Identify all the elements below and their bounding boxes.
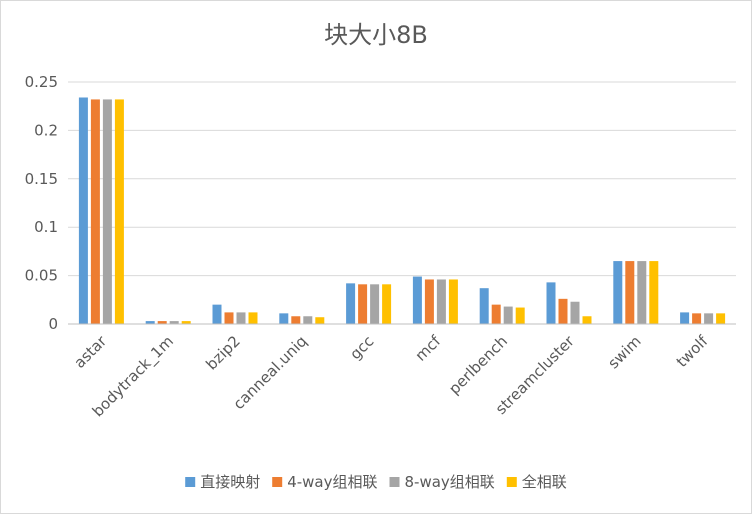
legend-swatch — [272, 477, 283, 487]
legend-swatch — [389, 477, 400, 487]
x-tick-label: mcf — [412, 332, 445, 365]
bar — [303, 316, 313, 324]
bars — [78, 97, 726, 324]
legend-swatch — [506, 477, 517, 487]
x-tick-label: swim — [604, 332, 644, 372]
bar — [78, 97, 88, 324]
x-tick-label: astar — [70, 332, 110, 372]
legend-label: 8-way组相联 — [405, 473, 495, 491]
x-tick-label: twolf — [673, 332, 712, 371]
bar — [370, 284, 380, 324]
bar — [570, 301, 580, 324]
bar — [637, 261, 647, 324]
legend-label: 4-way组相联 — [287, 473, 377, 491]
bar — [558, 298, 568, 324]
bar — [212, 304, 222, 324]
legend-swatch — [185, 477, 196, 487]
bar — [503, 306, 513, 324]
bar — [704, 313, 714, 324]
y-tick-label: 0.25 — [25, 73, 58, 91]
bar — [291, 316, 301, 324]
legend-label: 直接映射 — [200, 473, 260, 491]
x-tick-label: perlbench — [445, 332, 511, 398]
bar — [436, 279, 446, 324]
bar — [114, 99, 124, 324]
bar — [448, 279, 458, 324]
y-tick-label: 0.1 — [34, 218, 58, 236]
x-tick-label: bzip2 — [202, 332, 243, 373]
bar — [157, 321, 167, 324]
bar — [479, 288, 489, 324]
bar — [424, 279, 434, 324]
bar — [680, 312, 690, 324]
bar — [625, 261, 635, 324]
x-tick-label: gcc — [346, 332, 377, 363]
bar — [582, 316, 592, 324]
bar — [224, 312, 234, 324]
bar — [145, 321, 155, 324]
bar — [181, 321, 191, 324]
y-tick-label: 0.05 — [25, 267, 58, 285]
bar — [515, 307, 525, 324]
y-tick-label: 0.2 — [34, 121, 58, 139]
legend: 直接映射 4-way组相联 8-way组相联 全相联 — [185, 473, 567, 491]
bar — [236, 312, 246, 324]
bar — [169, 321, 179, 324]
bar — [491, 304, 501, 324]
bar — [546, 282, 556, 324]
bar — [358, 284, 368, 324]
bar — [90, 99, 100, 324]
bar — [248, 312, 258, 324]
bar — [716, 313, 726, 324]
bar — [649, 261, 659, 324]
y-tick-label: 0 — [48, 315, 58, 333]
bar — [346, 283, 356, 324]
bar — [102, 99, 112, 324]
gridlines — [68, 81, 736, 277]
bar — [412, 276, 422, 324]
legend-label: 全相联 — [522, 473, 567, 491]
bar — [279, 313, 289, 324]
bar — [692, 313, 702, 324]
bar — [613, 261, 623, 324]
chart-title: 块大小8B — [324, 21, 428, 49]
bar — [382, 284, 392, 324]
y-tick-label: 0.15 — [25, 170, 58, 188]
bar — [315, 317, 325, 324]
